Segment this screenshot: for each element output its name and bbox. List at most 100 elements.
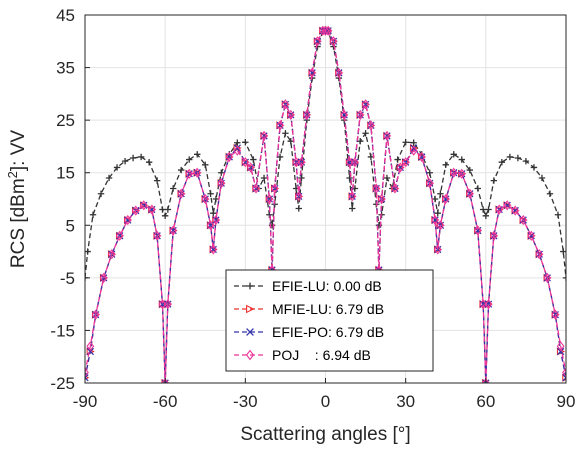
data-marker [450,151,457,158]
x-tick-label: -90 [73,392,98,411]
data-marker [209,244,218,255]
data-marker [177,188,186,199]
series-layer [85,25,566,383]
data-marker [425,178,434,189]
data-marker [506,153,514,161]
data-marker [139,200,148,211]
data-marker [186,156,193,163]
y-axis-label: RCS [dBm2]: VV [5,130,29,268]
data-marker [159,206,166,213]
data-marker [206,220,215,231]
data-marker [294,191,303,202]
data-marker [318,25,327,36]
legend-item: MFIE-LU: 6.79 dB [234,301,384,317]
data-marker [212,214,220,226]
data-marker [260,130,268,141]
data-marker [527,230,536,241]
data-marker [153,230,162,241]
data-marker [514,154,522,162]
x-tick-label: -60 [153,392,178,411]
data-marker [313,36,322,47]
data-marker [562,373,566,382]
x-tick-label: 30 [396,392,415,411]
data-marker [546,190,554,197]
data-marker [372,183,381,194]
data-marker [321,25,330,36]
data-marker [495,204,504,215]
data-marker [481,377,490,383]
y-tick-label: 45 [56,6,75,25]
data-marker [511,205,520,216]
y-tick-label: 15 [56,164,75,183]
data-marker [281,99,290,110]
data-marker [246,304,255,314]
data-marker [458,156,465,163]
data-marker [437,190,444,197]
data-marker [474,185,482,192]
data-marker [121,157,129,165]
data-marker [362,130,369,137]
data-marker [522,157,530,165]
legend-label: MFIE-LU: 6.79 dB [272,301,384,317]
data-marker [484,299,493,310]
data-marker [466,166,473,174]
data-marker [298,174,305,182]
data-marker [164,206,172,213]
data-marker [334,67,343,78]
data-marker [163,299,172,310]
data-marker [107,249,116,260]
data-marker [348,191,357,202]
data-marker [361,99,370,110]
y-tick-label: 5 [66,216,75,235]
data-marker [246,162,255,173]
legend-item: EFIE-LU: 0.00 dB [234,278,382,294]
data-marker [402,139,409,146]
data-marker [479,206,487,213]
data-marker [391,183,399,194]
data-marker [193,167,202,178]
data-marker [161,377,170,383]
data-marker [260,174,268,182]
data-marker [449,167,458,178]
data-marker [490,177,498,184]
data-marker [562,374,566,382]
data-marker [351,157,359,168]
data-marker [519,214,528,226]
data-marker [169,225,178,236]
data-marker [357,137,364,145]
data-marker [202,161,209,169]
y-axis-label-unit: ]: VV [8,130,29,172]
data-marker [194,151,201,158]
data-marker [252,183,260,194]
data-marker [383,174,391,182]
data-marker [137,153,145,161]
data-marker [241,157,250,168]
data-marker [178,166,185,174]
data-marker [86,341,95,352]
legend-label: POJ : 6.94 dB [272,347,371,363]
data-marker [210,209,217,217]
y-tick-label: 25 [56,111,75,130]
data-marker [489,230,498,241]
data-marker [292,157,300,168]
data-marker [473,225,482,236]
data-marker [212,195,220,203]
data-marker [153,177,161,184]
data-marker [562,274,566,282]
data-marker [91,309,100,320]
data-marker [457,168,466,179]
data-marker [562,367,566,378]
x-tick-label: 60 [476,392,495,411]
data-marker [161,212,169,220]
data-marker [346,174,353,182]
data-marker [465,188,474,199]
data-marker [431,195,439,203]
data-marker [270,183,279,194]
data-marker [394,156,401,163]
data-marker [498,159,506,166]
tick-labels: -90 -60 -30 0 30 60 90 -25 -15 -5 5 15 25 35 45 [50,6,575,411]
data-marker [147,204,156,215]
data-marker [396,162,405,173]
data-marker [367,120,375,131]
